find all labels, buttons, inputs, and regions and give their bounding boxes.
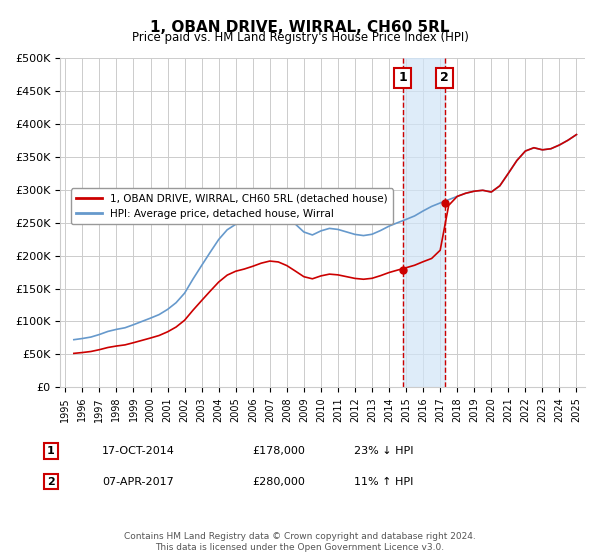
Text: 1: 1 (398, 72, 407, 85)
Text: 1: 1 (47, 446, 55, 456)
Text: 23% ↓ HPI: 23% ↓ HPI (354, 446, 413, 456)
Text: 2: 2 (47, 477, 55, 487)
Bar (403, 58, 445, 387)
Text: 07-APR-2017: 07-APR-2017 (102, 477, 174, 487)
Text: Contains HM Land Registry data © Crown copyright and database right 2024.
This d: Contains HM Land Registry data © Crown c… (124, 532, 476, 552)
Text: 2: 2 (440, 72, 449, 85)
Text: 17-OCT-2014: 17-OCT-2014 (102, 446, 175, 456)
Text: Price paid vs. HM Land Registry's House Price Index (HPI): Price paid vs. HM Land Registry's House … (131, 31, 469, 44)
Text: 1, OBAN DRIVE, WIRRAL, CH60 5RL: 1, OBAN DRIVE, WIRRAL, CH60 5RL (150, 20, 450, 35)
Text: 11% ↑ HPI: 11% ↑ HPI (354, 477, 413, 487)
Text: £280,000: £280,000 (252, 477, 305, 487)
Text: £178,000: £178,000 (252, 446, 305, 456)
Legend: 1, OBAN DRIVE, WIRRAL, CH60 5RL (detached house), HPI: Average price, detached h: 1, OBAN DRIVE, WIRRAL, CH60 5RL (detache… (71, 188, 393, 224)
